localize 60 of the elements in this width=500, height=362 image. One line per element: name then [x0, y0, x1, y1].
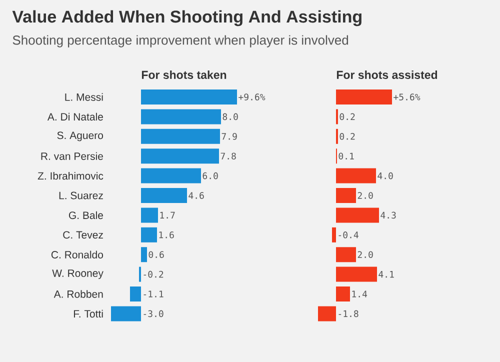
bar — [141, 109, 222, 124]
data-label: 0.6 — [148, 251, 164, 258]
y-tick-label: A. Di Natale — [47, 112, 103, 121]
bar — [336, 247, 356, 262]
bar — [141, 208, 158, 223]
data-label: 2.0 — [358, 251, 373, 258]
bar — [336, 90, 392, 105]
bar — [141, 90, 238, 105]
data-label: -0.2 — [144, 270, 164, 278]
bar — [318, 306, 336, 322]
data-label: 1.4 — [352, 290, 368, 298]
data-label: 4.3 — [380, 212, 396, 219]
y-tick-label: L. Messi — [65, 93, 103, 101]
y-tick-label: S. Aguero — [57, 132, 104, 142]
bar — [141, 227, 157, 242]
bar — [141, 188, 188, 204]
data-label: 2.0 — [358, 192, 373, 199]
data-label: 0.2 — [340, 132, 355, 140]
bar — [336, 208, 380, 223]
data-label: 4.0 — [378, 172, 393, 180]
data-label: 0.1 — [338, 152, 354, 160]
y-tick-label: W. Rooney — [52, 270, 104, 280]
x-axis-title: For shots assisted — [336, 70, 438, 79]
data-label: -1.8 — [338, 310, 358, 318]
data-label: 1.7 — [160, 212, 175, 218]
data-label: 0.2 — [340, 113, 355, 120]
data-label: 1.6 — [159, 231, 174, 238]
bar — [141, 168, 202, 184]
bar — [336, 266, 378, 282]
bar — [332, 227, 336, 242]
data-label: 4.1 — [378, 271, 394, 278]
chart-subtitle: Shooting percentage improvement when player is involved — [12, 35, 348, 48]
chart-title: Value Added When Shooting And Assisting — [12, 10, 362, 26]
data-label: 6.0 — [202, 172, 218, 180]
bar — [336, 168, 376, 184]
data-label: -3.0 — [144, 310, 164, 318]
data-label: 4.6 — [188, 192, 204, 199]
bar — [336, 286, 350, 302]
data-label: -1.1 — [144, 290, 164, 298]
y-tick-label: C. Tevez — [63, 231, 103, 239]
y-tick-label: A. Robben — [54, 290, 103, 298]
y-tick-label: C. Ronaldo — [51, 250, 104, 258]
y-tick-label: F. Totti — [74, 310, 103, 318]
bar — [141, 247, 148, 262]
bar — [111, 306, 141, 322]
x-axis-title: For shots taken — [142, 70, 226, 79]
y-tick-label: R. van Persie — [41, 152, 103, 160]
bar — [141, 148, 220, 164]
data-label: -0.4 — [338, 231, 358, 238]
y-tick-label: L. Suarez — [59, 192, 103, 200]
y-tick-label: Z. Ibrahimovic — [38, 172, 104, 180]
data-label: 7.9 — [222, 132, 237, 140]
bar — [141, 128, 220, 144]
bar — [130, 286, 141, 302]
data-label: 7.8 — [220, 152, 236, 160]
data-label: 8.0 — [222, 113, 238, 120]
data-label: +9.6% — [238, 94, 266, 100]
bar — [336, 188, 356, 204]
data-label: +5.6% — [394, 94, 420, 100]
y-tick-label: G. Bale — [68, 211, 103, 220]
